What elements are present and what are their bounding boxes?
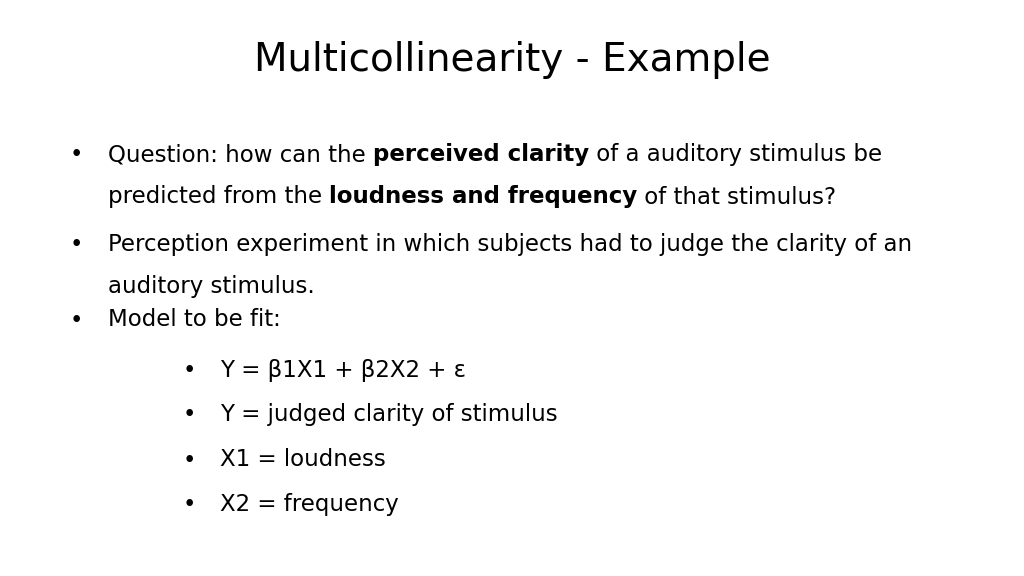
Text: Y = judged clarity of stimulus: Y = judged clarity of stimulus (220, 404, 558, 426)
Text: •: • (70, 143, 84, 166)
Text: Perception experiment in which subjects had to judge the clarity of an: Perception experiment in which subjects … (108, 233, 911, 256)
Text: Question: how can the: Question: how can the (108, 143, 373, 166)
Text: Multicollinearity - Example: Multicollinearity - Example (254, 41, 770, 79)
Text: perceived clarity: perceived clarity (373, 143, 589, 166)
Text: loudness and frequency: loudness and frequency (329, 185, 637, 209)
Text: •: • (182, 494, 197, 517)
Text: predicted from the: predicted from the (108, 185, 329, 209)
Text: of that stimulus?: of that stimulus? (637, 185, 837, 209)
Text: Y = β1X1 + β2X2 + ε: Y = β1X1 + β2X2 + ε (220, 358, 466, 381)
Text: •: • (182, 449, 197, 472)
Text: X1 = loudness: X1 = loudness (220, 449, 386, 472)
Text: X2 = frequency: X2 = frequency (220, 494, 399, 517)
Text: •: • (182, 358, 197, 381)
Text: •: • (70, 233, 84, 256)
Text: •: • (70, 309, 84, 332)
Text: of a auditory stimulus be: of a auditory stimulus be (589, 143, 882, 166)
Text: Model to be fit:: Model to be fit: (108, 309, 281, 332)
Text: auditory stimulus.: auditory stimulus. (108, 275, 314, 298)
Text: •: • (182, 404, 197, 426)
